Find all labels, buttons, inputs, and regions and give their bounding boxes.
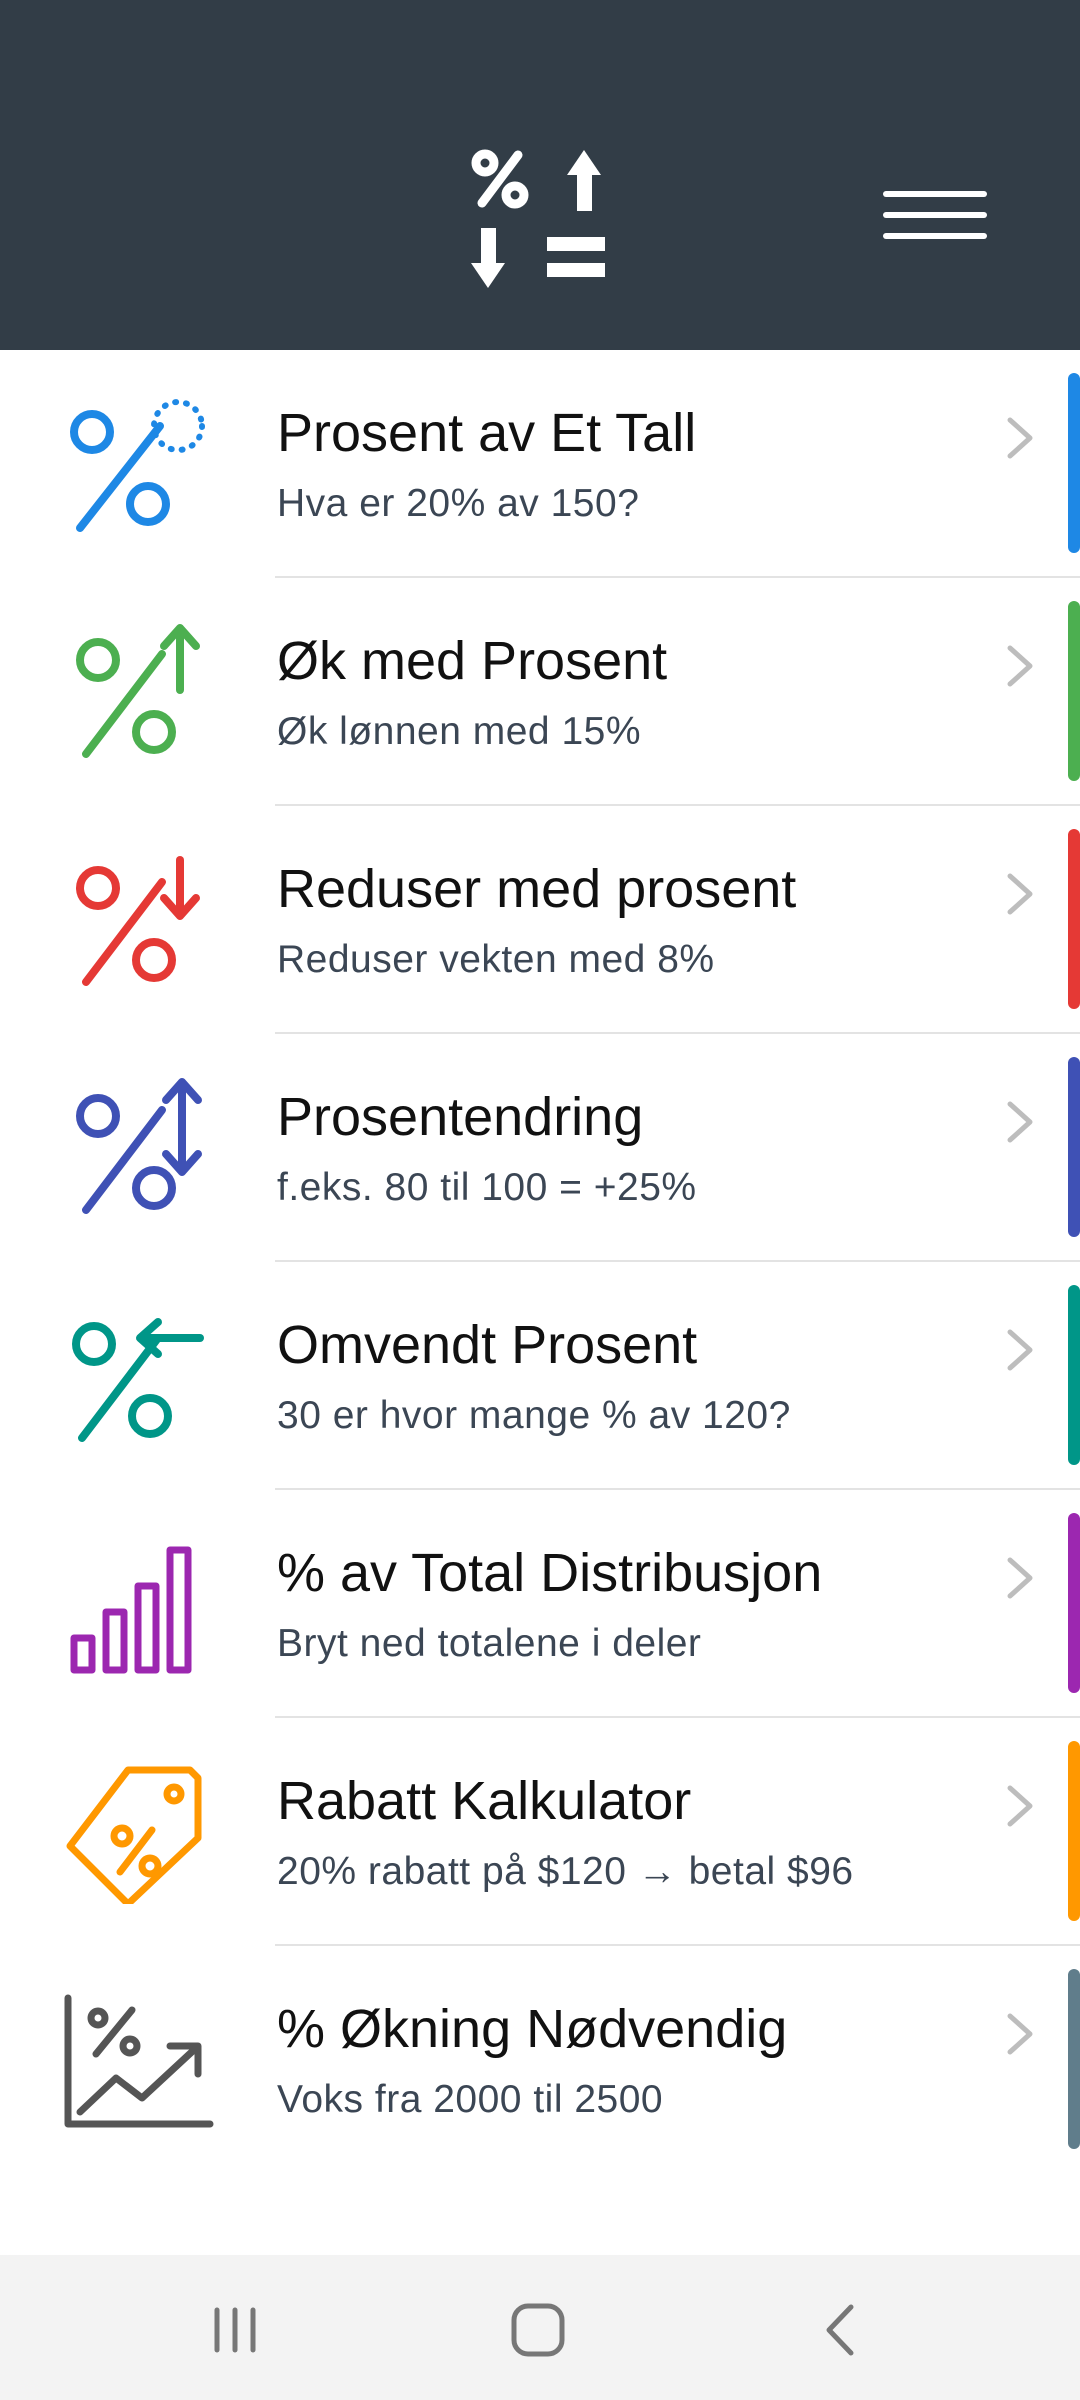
list-item-discount-calculator[interactable]: Rabatt Kalkulator 20% rabatt på $120 → b… <box>0 1718 1080 1946</box>
recent-apps-icon[interactable] <box>190 2285 280 2375</box>
percent-change-icon <box>76 1078 202 1214</box>
item-title: % Økning Nødvendig <box>277 1999 788 2059</box>
accent-bar <box>1068 373 1080 553</box>
home-icon[interactable] <box>493 2285 583 2375</box>
growth-chart-icon <box>64 1994 214 2128</box>
chevron-right-icon <box>1007 873 1033 915</box>
list-item-reverse-percent[interactable]: Omvendt Prosent 30 er hvor mange % av 12… <box>0 1262 1080 1490</box>
bar-chart-icon <box>70 1546 192 1674</box>
item-subtitle: Øk lønnen med 15% <box>277 710 642 753</box>
reverse-percent-icon <box>72 1318 204 1442</box>
divider <box>275 804 1080 806</box>
list-item-reduce-by-percent[interactable]: Reduser med prosent Reduser vekten med 8… <box>0 806 1080 1034</box>
divider <box>275 1032 1080 1034</box>
item-title: Prosent av Et Tall <box>277 403 697 463</box>
accent-bar <box>1068 1057 1080 1237</box>
item-title: Omvendt Prosent <box>277 1315 698 1375</box>
list-item-percent-change[interactable]: Prosentendring f.eks. 80 til 100 = +25% <box>0 1034 1080 1262</box>
divider <box>275 1260 1080 1262</box>
percent-increase-icon <box>76 624 200 758</box>
divider <box>275 1944 1080 1946</box>
accent-bar <box>1068 1741 1080 1921</box>
divider <box>275 1488 1080 1490</box>
percent-decrease-icon <box>76 856 200 986</box>
chevron-right-icon <box>1007 417 1033 459</box>
item-title: Reduser med prosent <box>277 859 797 919</box>
accent-bar <box>1068 601 1080 781</box>
app-header <box>0 0 1080 350</box>
percent-arrows-logo-icon <box>471 149 605 288</box>
list-item-percent-of-number[interactable]: Prosent av Et Tall Hva er 20% av 150? <box>0 350 1080 578</box>
percent-of-number-icon <box>70 399 205 532</box>
list-item-percent-increase-needed[interactable]: % Økning Nødvendig Voks fra 2000 til 250… <box>0 1946 1080 2174</box>
chevron-right-icon <box>1007 1557 1033 1599</box>
item-subtitle: f.eks. 80 til 100 = +25% <box>277 1166 697 1209</box>
item-subtitle: Hva er 20% av 150? <box>277 482 640 525</box>
item-title: Prosentendring <box>277 1087 644 1147</box>
system-navigation-bar <box>0 2255 1080 2400</box>
item-title: Øk med Prosent <box>277 631 668 691</box>
calculator-list: Prosent av Et Tall Hva er 20% av 150? Øk… <box>0 350 1080 2174</box>
hamburger-menu-icon[interactable] <box>880 180 990 250</box>
discount-tag-icon <box>66 1766 202 1904</box>
chevron-right-icon <box>1007 1101 1033 1143</box>
item-subtitle: Reduser vekten med 8% <box>277 938 715 981</box>
back-icon[interactable] <box>796 2285 886 2375</box>
chevron-right-icon <box>1007 1785 1033 1827</box>
chevron-right-icon <box>1007 2013 1033 2055</box>
list-item-increase-by-percent[interactable]: Øk med Prosent Øk lønnen med 15% <box>0 578 1080 806</box>
item-title: % av Total Distribusjon <box>277 1543 823 1603</box>
list-item-total-distribution[interactable]: % av Total Distribusjon Bryt ned totalen… <box>0 1490 1080 1718</box>
item-subtitle: Voks fra 2000 til 2500 <box>277 2078 664 2121</box>
item-subtitle: 30 er hvor mange % av 120? <box>277 1394 791 1437</box>
divider <box>275 1716 1080 1718</box>
chevron-right-icon <box>1007 1329 1033 1371</box>
divider <box>275 576 1080 578</box>
accent-bar <box>1068 829 1080 1009</box>
accent-bar <box>1068 1285 1080 1465</box>
chevron-right-icon <box>1007 645 1033 687</box>
accent-bar <box>1068 1969 1080 2149</box>
item-subtitle: 20% rabatt på $120 → betal $96 <box>277 1850 854 1893</box>
item-subtitle: Bryt ned totalene i deler <box>277 1622 702 1665</box>
item-title: Rabatt Kalkulator <box>277 1771 692 1831</box>
accent-bar <box>1068 1513 1080 1693</box>
